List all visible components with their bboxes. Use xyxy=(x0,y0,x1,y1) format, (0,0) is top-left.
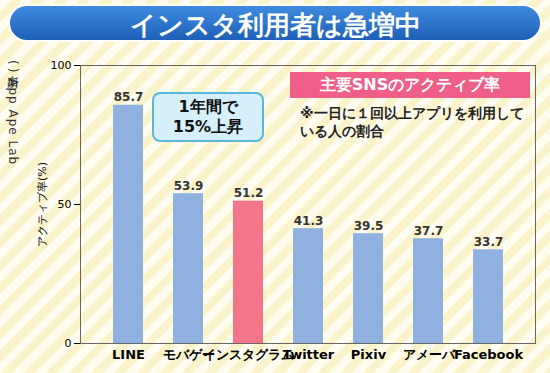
svg-text:LINE: LINE xyxy=(112,347,145,362)
html-text:1年間で15%上昇: 1年間で15%上昇 xyxy=(172,97,244,136)
svg-text:アメーバ: アメーバ xyxy=(403,347,456,362)
svg-text:50: 50 xyxy=(58,198,72,211)
html-text:(出所) App Ape Lab: (出所) App Ape Lab xyxy=(6,60,20,166)
svg-text:51.2: 51.2 xyxy=(234,186,264,200)
svg-text:Twitter: Twitter xyxy=(283,347,335,362)
html-text:インスタ利用者は急増中: インスタ利用者は急増中 xyxy=(129,10,421,40)
svg-text:33.7: 33.7 xyxy=(474,235,504,249)
html-text:主要SNSのアクティブ率: 主要SNSのアクティブ率 xyxy=(319,75,501,94)
svg-text:アクティブ率(%): アクティブ率(%) xyxy=(36,162,49,247)
svg-text:モバゲー: モバゲー xyxy=(162,346,215,362)
svg-text:Facebook: Facebook xyxy=(454,347,524,362)
svg-text:37.7: 37.7 xyxy=(414,224,444,238)
svg-text:Pixiv: Pixiv xyxy=(351,347,387,362)
svg-text:85.7: 85.7 xyxy=(114,90,144,104)
svg-text:100: 100 xyxy=(51,59,72,72)
html-text:※一日に１回以上アプリを利用している人の割合: ※一日に１回以上アプリを利用している人の割合 xyxy=(300,105,524,139)
svg-text:41.3: 41.3 xyxy=(294,214,324,228)
svg-text:0: 0 xyxy=(65,337,72,350)
svg-text:39.5: 39.5 xyxy=(354,219,384,233)
svg-text:53.9: 53.9 xyxy=(174,178,204,192)
svg-text:インスタグラム: インスタグラム xyxy=(203,347,294,362)
